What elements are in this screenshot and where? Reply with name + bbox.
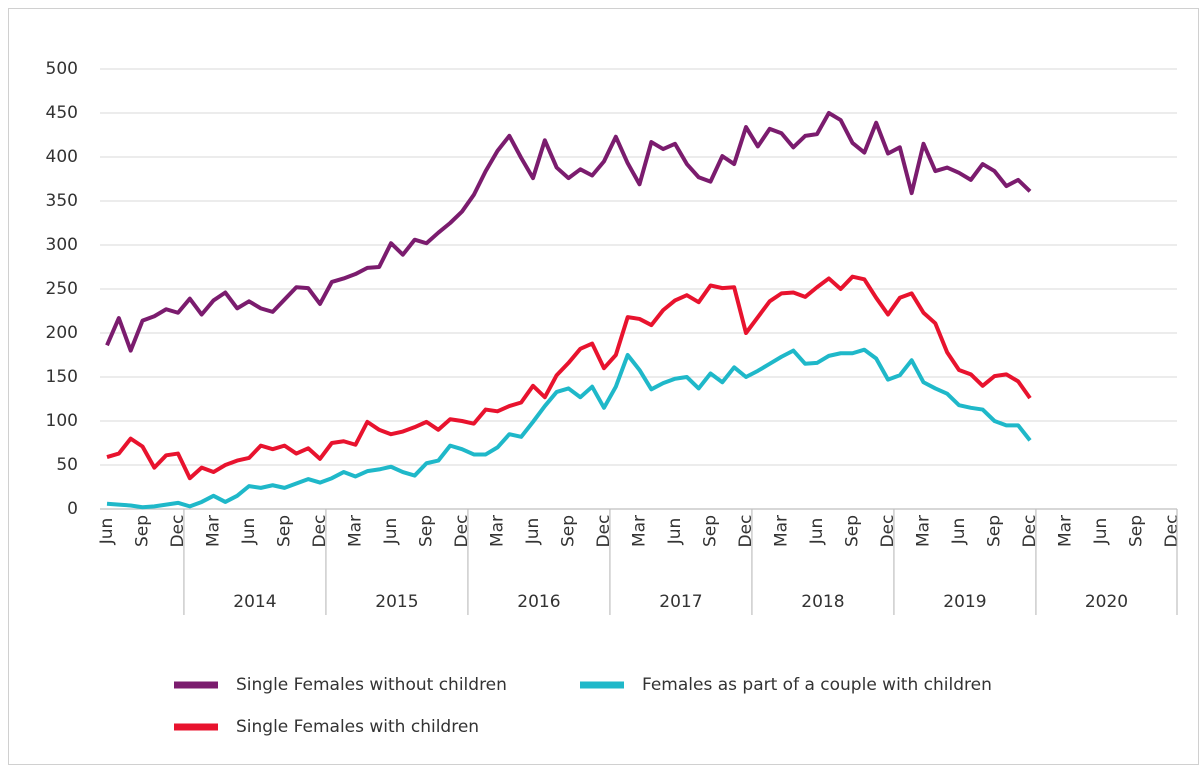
x-tick-label: Jun	[949, 518, 969, 546]
legend-label: Single Females without children	[236, 675, 507, 695]
x-tick-label: Jun	[97, 518, 117, 546]
x-tick-label: Sep	[275, 515, 295, 547]
legend-label: Females as part of a couple with childre…	[642, 675, 992, 695]
y-tick-label: 0	[67, 499, 78, 519]
x-tick-label: Dec	[168, 515, 188, 548]
x-tick-label: Jun	[381, 518, 401, 546]
x-tick-label: Sep	[133, 515, 153, 547]
year-label: 2017	[659, 592, 702, 612]
x-tick-label: Mar	[914, 515, 934, 547]
y-tick-label: 300	[46, 235, 78, 255]
year-label: 2016	[517, 592, 560, 612]
x-tick-label: Mar	[1056, 515, 1076, 547]
x-tick-label: Sep	[559, 515, 579, 547]
x-tick-label: Dec	[736, 515, 756, 548]
x-tick-label: Jun	[807, 518, 827, 546]
y-tick-label: 200	[46, 323, 78, 343]
y-tick-label: 50	[56, 455, 78, 475]
y-tick-label: 350	[46, 191, 78, 211]
chart-frame	[8, 8, 1199, 765]
x-tick-label: Jun	[1091, 518, 1111, 546]
x-tick-label: Jun	[665, 518, 685, 546]
x-tick-label: Dec	[452, 515, 472, 548]
x-tick-label: Mar	[204, 515, 224, 547]
x-tick-label: Dec	[1162, 515, 1182, 548]
y-tick-label: 500	[46, 59, 78, 79]
x-tick-label: Dec	[310, 515, 330, 548]
y-tick-label: 250	[46, 279, 78, 299]
year-label: 2014	[233, 592, 276, 612]
year-label: 2019	[943, 592, 986, 612]
year-label: 2018	[801, 592, 844, 612]
year-label: 2015	[375, 592, 418, 612]
data-line	[106, 347, 1032, 510]
y-tick-label: 150	[46, 367, 78, 387]
x-tick-label: Sep	[985, 515, 1005, 547]
data-line	[106, 274, 1032, 481]
x-tick-label: Sep	[1127, 515, 1147, 547]
x-tick-label: Mar	[346, 515, 366, 547]
x-tick-label: Jun	[523, 518, 543, 546]
y-tick-label: 400	[46, 147, 78, 167]
year-label: 2020	[1085, 592, 1128, 612]
x-tick-label: Dec	[1020, 515, 1040, 548]
y-tick-label: 450	[46, 103, 78, 123]
y-tick-label: 100	[46, 411, 78, 431]
x-tick-label: Sep	[701, 515, 721, 547]
legend-label: Single Females with children	[236, 717, 479, 737]
x-tick-label: Mar	[772, 515, 792, 547]
x-tick-label: Mar	[488, 515, 508, 547]
x-tick-label: Dec	[878, 515, 898, 548]
x-tick-label: Dec	[594, 515, 614, 548]
data-line	[105, 111, 1032, 353]
x-tick-label: Sep	[417, 515, 437, 547]
x-tick-label: Mar	[630, 515, 650, 547]
x-tick-label: Jun	[239, 518, 259, 546]
x-tick-label: Sep	[843, 515, 863, 547]
